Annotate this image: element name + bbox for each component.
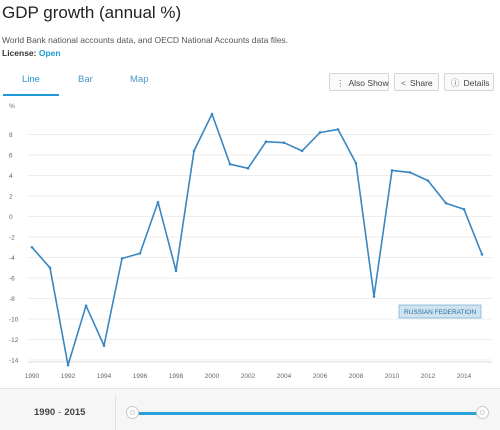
x-tick-label: 1992	[61, 373, 76, 380]
share-label: Share	[409, 78, 433, 88]
data-point	[336, 128, 340, 131]
data-point	[120, 257, 124, 260]
data-point	[246, 167, 250, 170]
chart-panel: Line Bar Map ⋮ Also Show < Share ⓘ Details …	[0, 66, 500, 430]
data-point	[390, 169, 394, 172]
y-axis-label: %	[9, 103, 15, 110]
data-point	[30, 245, 34, 249]
data-point	[408, 171, 412, 174]
data-point	[282, 141, 286, 144]
data-point	[192, 149, 196, 153]
x-tick-label: 2014	[457, 373, 472, 380]
x-tick-label: 1996	[133, 373, 148, 380]
x-tick-label: 2008	[349, 373, 364, 380]
x-tick-label: 1994	[97, 373, 112, 380]
range-end: 2015	[64, 407, 86, 418]
active-tab-indicator	[3, 94, 59, 96]
data-point	[318, 131, 322, 134]
data-point	[102, 344, 106, 347]
data-point	[462, 208, 466, 211]
data-point	[228, 162, 232, 166]
range-slider-track[interactable]	[132, 412, 482, 415]
y-tick-label: -8	[9, 296, 15, 303]
range-start: 1990	[34, 407, 56, 418]
data-point	[210, 112, 214, 116]
range-slider-end-handle[interactable]	[476, 406, 489, 419]
y-tick-label: 8	[9, 132, 13, 139]
page-title: GDP growth (annual %)	[2, 3, 182, 22]
data-point	[156, 200, 160, 204]
share-icon: <	[401, 78, 406, 88]
data-point	[444, 201, 448, 205]
x-tick-label: 2004	[277, 373, 292, 380]
x-tick-label: 1998	[169, 373, 184, 380]
data-point	[480, 253, 484, 256]
data-point	[174, 269, 178, 273]
x-tick-label: 2012	[421, 373, 436, 380]
data-point	[372, 295, 376, 298]
y-tick-label: -10	[9, 317, 19, 324]
data-point	[48, 266, 52, 270]
data-point	[84, 304, 88, 307]
also-show-button[interactable]: ⋮ Also Show	[329, 73, 389, 91]
y-tick-label: -12	[9, 337, 19, 344]
y-tick-label: 0	[9, 214, 13, 221]
line-chart: % -14 -12 -10 -8 -6 -4 -2 0 2 4 6 8 1990 1992 1994 199…	[9, 103, 492, 380]
x-tick-label: 1990	[25, 373, 40, 380]
tab-bar[interactable]: Bar	[78, 74, 93, 85]
data-point	[66, 363, 70, 367]
data-point	[354, 161, 358, 165]
details-button[interactable]: ⓘ Details	[444, 73, 494, 91]
series-label: RUSSIAN FEDERATION	[404, 309, 476, 316]
series-line	[31, 113, 483, 366]
x-tick-label: 2006	[313, 373, 328, 380]
license-link[interactable]: Open	[38, 48, 61, 58]
tab-line[interactable]: Line	[22, 74, 40, 85]
y-tick-label: -6	[9, 276, 15, 283]
range-slider-start-handle[interactable]	[126, 406, 139, 419]
also-show-label: Also Show	[348, 78, 389, 88]
range-divider	[115, 396, 116, 430]
y-tick-label: 6	[9, 153, 13, 160]
y-tick-label: -14	[9, 358, 19, 365]
chart-area: Line Bar Map ⋮ Also Show < Share ⓘ Details …	[0, 66, 500, 389]
x-tick-label: 2002	[241, 373, 256, 380]
year-range-label: 1990-2015	[34, 407, 86, 418]
x-tick-label: 2000	[205, 373, 220, 380]
info-icon: ⓘ	[451, 78, 460, 88]
x-tick-label: 2010	[385, 373, 400, 380]
y-tick-label: 4	[9, 173, 13, 180]
share-button[interactable]: < Share	[394, 73, 439, 91]
details-label: Details	[463, 78, 490, 88]
y-tick-label: 2	[9, 194, 13, 201]
y-tick-label: -4	[9, 255, 15, 262]
source-note: World Bank national accounts data, and O…	[2, 35, 289, 45]
license-info: License: Open	[2, 48, 61, 58]
y-tick-label: -2	[9, 235, 15, 242]
data-point	[300, 149, 304, 153]
tab-map[interactable]: Map	[130, 74, 149, 85]
series-label-box	[398, 304, 482, 319]
license-label: License:	[2, 48, 37, 58]
data-point	[264, 140, 268, 143]
data-point	[138, 252, 142, 255]
vertical-dots-icon: ⋮	[336, 78, 345, 88]
data-point	[426, 179, 430, 182]
